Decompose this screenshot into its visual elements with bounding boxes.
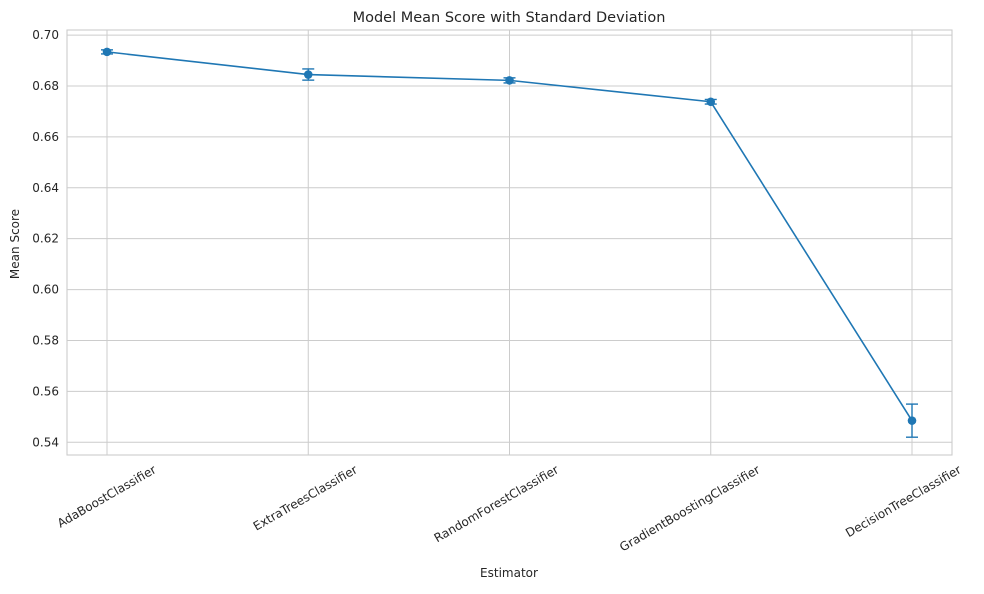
data-point [102,47,112,57]
grid-layer [67,30,952,455]
x-tick-label: ExtraTreesClassifier [251,462,360,533]
y-axis-label: Mean Score [8,209,22,279]
data-point [303,70,313,79]
data-point [706,97,716,107]
data-point [907,416,917,425]
plot-frame [66,29,953,456]
y-tick-label: 0.54 [32,435,59,449]
series-layer [101,47,918,438]
x-axis-label: Estimator [480,566,538,580]
x-tick-label: GradientBoostingClassifier [617,462,762,554]
y-tick-label: 0.64 [32,181,59,195]
y-tick-label: 0.56 [32,384,59,398]
y-tick-label: 0.58 [32,333,59,347]
tick-labels: 0.54 0.56 0.58 0.60 0.62 0.64 0.66 0.68 0.70 AdaB… [32,28,963,554]
chart-title: Model Mean Score with Standard Deviation [353,10,666,26]
y-tick-label: 0.70 [32,28,59,42]
y-tick-label: 0.68 [32,79,59,93]
x-tick-label: DecisionTreeClassifier [843,462,963,540]
y-tick-label: 0.66 [32,130,59,144]
y-tick-label: 0.62 [32,232,59,246]
y-tick-label: 0.60 [32,283,59,297]
data-point [505,76,514,85]
x-tick-label: RandomForestClassifier [432,462,561,545]
x-tick-label: AdaBoostClassifier [55,462,159,530]
